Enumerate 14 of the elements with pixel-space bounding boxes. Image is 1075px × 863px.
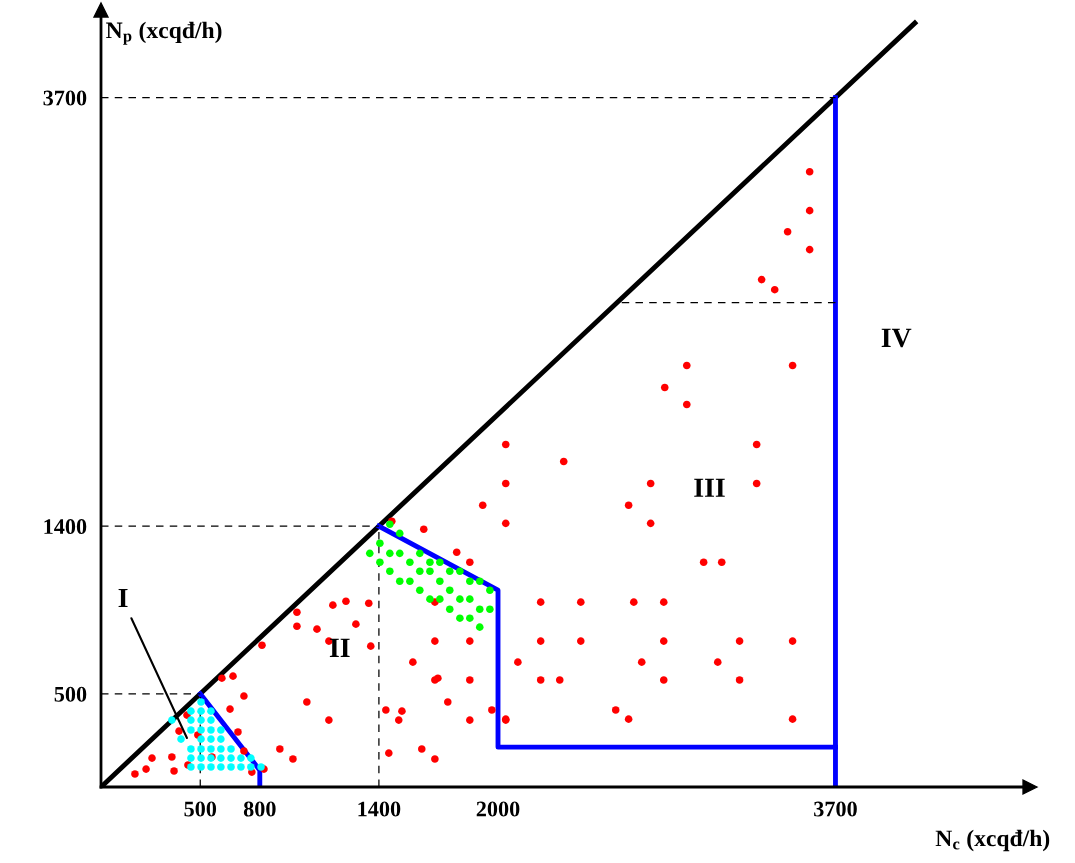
y-tick-label: 1400 — [44, 519, 87, 535]
x-tick-label: 800 — [243, 801, 276, 817]
y-axis-title: N$_{p}$ (xcqđ/h) — [106, 21, 222, 45]
y-tick-label: 500 — [54, 686, 87, 702]
annotation: III — [694, 478, 725, 497]
x-tick-label: 2000 — [476, 801, 520, 817]
annotation: I — [118, 588, 128, 608]
x-axis-title: N$_{c}$ (xcqđ/h) — [935, 829, 1050, 852]
annotation: IV — [881, 328, 912, 348]
x-tick-label: 3700 — [814, 801, 857, 817]
x-tick-label: 1400 — [358, 801, 401, 817]
x-tick-label: 500 — [184, 801, 217, 817]
annotation: II — [329, 638, 350, 657]
y-tick-label: 3700 — [43, 90, 87, 106]
